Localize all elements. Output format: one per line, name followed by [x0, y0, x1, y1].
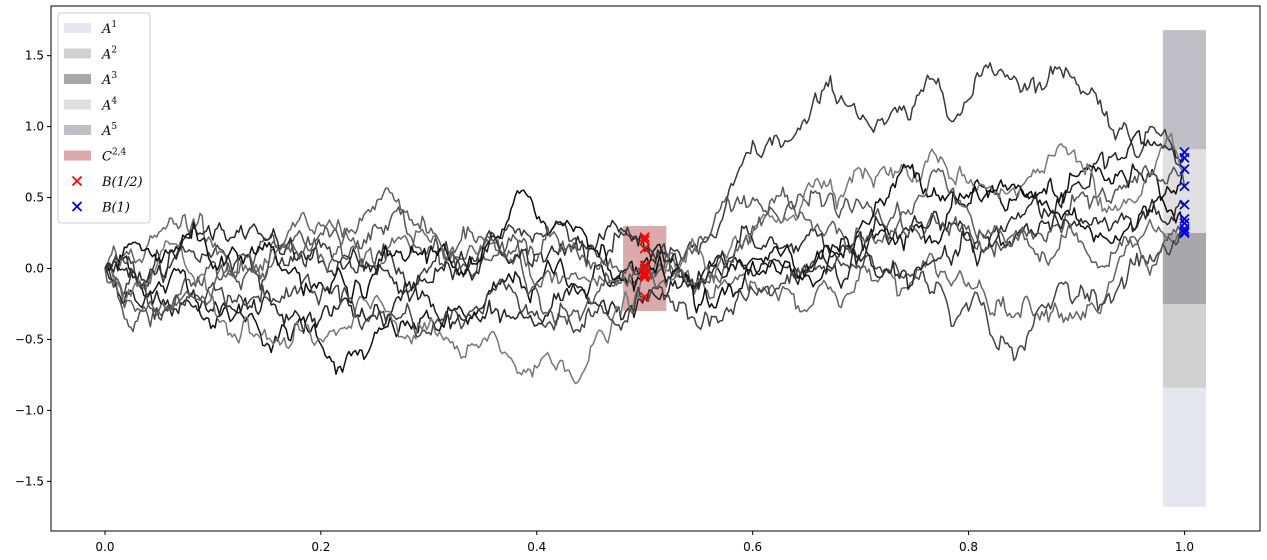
x-tick-label-3: 0.6: [743, 540, 762, 554]
legend-swatch-a1: [64, 23, 91, 33]
y-tick-label-6: 1.5: [25, 49, 44, 63]
legend-label-a5: A5: [101, 122, 117, 139]
x-tick-label-0: 0.0: [95, 540, 114, 554]
marker-b-1-8: [1179, 223, 1190, 234]
legend-item-a3: A3: [64, 71, 117, 88]
marker-b-1-2-7: [639, 271, 650, 283]
marker-b-1-2-9: [639, 260, 650, 271]
legend-label-b-1-2: B(1/2): [101, 175, 143, 190]
legend-item-b-1-2: B(1/2): [71, 175, 143, 190]
regions-layer: [623, 30, 1207, 507]
legend-box: [57, 12, 151, 224]
legend-swatch-b-1: [71, 201, 83, 212]
y-tick-label-1: −1.0: [15, 403, 44, 417]
region-a3: [1162, 233, 1207, 304]
x-tick-label-2: 0.4: [527, 540, 546, 554]
scatter-layer: [639, 147, 1190, 303]
x-axis: 0.0 0.2 0.4 0.6 0.8 1.0: [95, 531, 1194, 554]
legend-swatch-a3: [64, 74, 91, 84]
legend-label-a1: A1: [101, 20, 117, 37]
legend-item-b-1: B(1): [71, 201, 130, 216]
y-tick-label-2: −0.5: [15, 332, 44, 346]
region-a1: [1162, 387, 1207, 507]
legend-item-c2-4: C2,4: [64, 148, 127, 165]
legend-swatch-a5: [64, 125, 91, 135]
marker-b-1-2-1: [639, 232, 650, 243]
legend-swatch-b-1-2: [71, 175, 83, 187]
legend-item-a4: A4: [64, 97, 117, 114]
legend-label-a4: A4: [101, 97, 117, 114]
legend-label-a3: A3: [101, 71, 117, 88]
marker-b-1-4: [1179, 181, 1190, 192]
legend-item-a5: A5: [64, 122, 117, 139]
y-tick-label-4: 0.5: [25, 191, 44, 205]
marker-b-1-2-2: [639, 234, 650, 246]
legend-label-b-1: B(1): [101, 201, 130, 216]
y-axis: −1.5 −1.0 −0.5 0.0 0.5 1.0 1.5: [15, 49, 51, 488]
marker-b-1-2-3: [639, 243, 650, 254]
marker-b-1-6: [1179, 213, 1190, 224]
marker-b-1-2-10: [639, 291, 650, 303]
legend-label-a2: A2: [101, 46, 117, 63]
y-tick-label-5: 1.0: [25, 120, 44, 134]
region-a4: [1162, 149, 1207, 234]
legend-swatch-a2: [64, 48, 91, 59]
marker-b-1-10: [1179, 227, 1190, 239]
marker-b-1-9: [1179, 226, 1190, 237]
marker-b-1-2-6: [639, 270, 650, 281]
marker-b-1-3: [1179, 164, 1190, 175]
legend-swatch-a4: [64, 99, 91, 110]
brownian-path-1: [104, 163, 1186, 375]
marker-b-1-5: [1179, 199, 1190, 210]
legend: A1 A2 A3 A4 A5 C2,4 B(1/2) B(1): [57, 12, 151, 224]
region-a5: [1162, 30, 1207, 150]
legend-item-a1: A1: [64, 20, 117, 37]
brownian-path-9: [104, 195, 1185, 303]
marker-b-1-2: [1179, 152, 1190, 163]
legend-swatch-c2-4: [64, 150, 91, 161]
region-a2: [1162, 303, 1207, 388]
x-tick-label-4: 0.8: [959, 540, 978, 554]
marker-b-1-2-8: [639, 269, 650, 280]
x-tick-label-1: 0.2: [311, 540, 330, 554]
y-tick-label-0: −1.5: [15, 474, 44, 488]
y-tick-label-3: 0.0: [25, 262, 44, 276]
paths-layer: [104, 62, 1186, 385]
brownian-path-10: [104, 167, 1186, 316]
x-tick-label-5: 1.0: [1175, 540, 1194, 554]
legend-item-a2: A2: [64, 46, 117, 63]
legend-label-c2-4: C2,4: [102, 148, 127, 165]
